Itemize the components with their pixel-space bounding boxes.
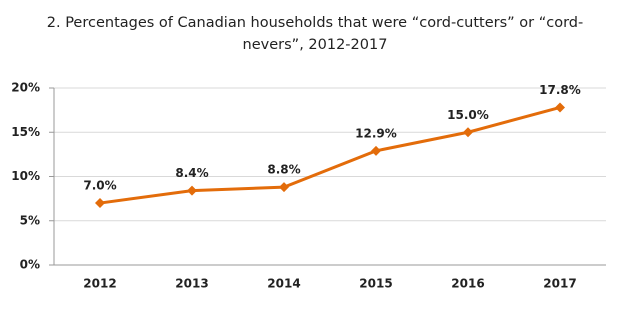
x-tick-label: 2016: [451, 277, 484, 291]
x-tick-label: 2014: [267, 277, 300, 291]
marker: [95, 198, 105, 209]
marker: [555, 102, 565, 113]
x-tick-label: 2015: [359, 277, 392, 291]
data-label: 8.4%: [175, 166, 208, 180]
x-tick-label: 2013: [175, 277, 208, 291]
data-label: 17.8%: [539, 83, 581, 97]
x-tick-label: 2017: [543, 277, 576, 291]
marker: [463, 127, 473, 138]
line: [99, 106, 561, 205]
y-tick-label: 0%: [20, 258, 40, 272]
y-tick-label: 20%: [11, 81, 40, 95]
y-tick-label: 10%: [11, 169, 40, 183]
marker: [279, 182, 289, 193]
data-label: 8.8%: [267, 163, 300, 177]
y-tick-label: 5%: [20, 213, 40, 227]
x-tick-label: 2012: [83, 277, 116, 291]
marker: [187, 185, 197, 196]
data-label: 15.0%: [447, 108, 489, 122]
marker: [371, 145, 381, 156]
data-label: 12.9%: [355, 126, 397, 140]
data-label: 7.0%: [83, 179, 116, 193]
chart-title: 2. Percentages of Canadian households th…: [46, 15, 584, 53]
y-tick-label: 15%: [11, 125, 40, 139]
